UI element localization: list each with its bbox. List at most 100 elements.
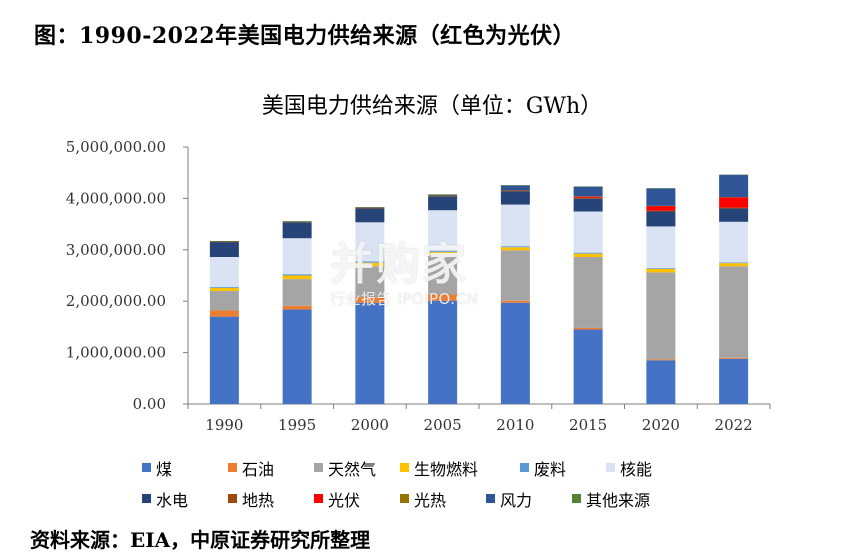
y-tick-label: 3,000,000.00 (66, 241, 166, 259)
legend-swatch (228, 463, 237, 472)
bar-segment-水电 (501, 191, 530, 204)
bar-segment-生物燃料 (646, 269, 675, 273)
legend-item: 煤 (142, 456, 228, 480)
legend-label: 石油 (242, 456, 274, 480)
legend-item: 光热 (400, 487, 486, 511)
bar-segment-光伏 (719, 197, 748, 207)
legend-label: 地热 (242, 487, 274, 511)
bar-segment-废料 (574, 253, 603, 254)
bar-segment-石油 (355, 297, 384, 303)
legend-label: 天然气 (328, 456, 376, 480)
bar-segment-石油 (283, 306, 312, 310)
bar-segment-核能 (210, 257, 239, 287)
legend-label: 风力 (500, 487, 532, 511)
bar-segment-石油 (501, 301, 530, 303)
bar-segment-煤 (501, 303, 530, 404)
bar-segment-天然气 (283, 279, 312, 306)
legend-label: 光热 (414, 487, 446, 511)
legend-swatch (314, 463, 323, 472)
bar-segment-水电 (283, 222, 312, 238)
legend-swatch (228, 494, 237, 503)
bar-segment-核能 (355, 222, 384, 261)
legend-item: 其他来源 (572, 487, 692, 511)
bar-segment-天然气 (210, 291, 239, 311)
legend-item: 光伏 (314, 487, 400, 511)
x-tick-label: 1995 (278, 416, 316, 434)
bar-segment-生物燃料 (428, 252, 457, 255)
bar-segment-石油 (646, 359, 675, 360)
bar-segment-水电 (646, 212, 675, 227)
legend-swatch (572, 494, 581, 503)
bar-segment-煤 (283, 309, 312, 404)
bar-segment-天然气 (646, 272, 675, 359)
bar-segment-煤 (646, 360, 675, 404)
bar-segment-天然气 (428, 255, 457, 295)
legend-swatch (486, 494, 495, 503)
bar-segment-煤 (719, 359, 748, 404)
bar-segment-废料 (283, 274, 312, 275)
legend-item: 天然气 (314, 456, 400, 480)
source-footer: 资料来源：EIA，中原证券研究所整理 (30, 524, 370, 553)
bar-segment-煤 (428, 301, 457, 404)
legend-swatch (142, 463, 151, 472)
y-tick-label: 2,000,000.00 (66, 292, 166, 310)
legend-swatch (520, 463, 529, 472)
legend-item: 废料 (520, 456, 606, 480)
y-tick-label: 1,000,000.00 (66, 344, 166, 362)
x-tick-label: 2020 (642, 416, 680, 434)
legend-label: 水电 (156, 487, 188, 511)
legend-item: 石油 (228, 456, 314, 480)
bar-segment-天然气 (501, 250, 530, 300)
legend-swatch (400, 494, 409, 503)
bar-segment-核能 (574, 212, 603, 253)
chart-legend: 煤 石油 天然气生物燃料废料 核能 水电 地热 光伏光热 风力 其他来源 (142, 452, 762, 514)
bar-segment-废料 (355, 261, 384, 262)
x-tick-label: 2022 (715, 416, 753, 434)
bar-segment-地热 (574, 198, 603, 199)
legend-item: 水电 (142, 487, 228, 511)
bar-segment-废料 (501, 246, 530, 247)
bar-segment-生物燃料 (210, 288, 239, 291)
legend-label: 煤 (156, 456, 172, 480)
legend-label: 废料 (534, 456, 566, 480)
bar-segment-煤 (355, 303, 384, 404)
bar-segment-核能 (719, 222, 748, 263)
bar-segment-水电 (574, 199, 603, 212)
bar-segment-风力 (501, 185, 530, 190)
bar-segment-天然气 (355, 266, 384, 297)
x-tick-label: 1990 (205, 416, 243, 434)
bar-segment-天然气 (574, 257, 603, 328)
bar-segment-核能 (501, 205, 530, 247)
bar-segment-水电 (719, 208, 748, 221)
bar-segment-石油 (574, 328, 603, 330)
bar-segment-生物燃料 (719, 263, 748, 266)
bar-segment-生物燃料 (355, 263, 384, 267)
bar-segment-风力 (646, 188, 675, 205)
bar-segment-生物燃料 (501, 247, 530, 250)
legend-swatch (314, 494, 323, 503)
bar-segment-废料 (719, 262, 748, 263)
bar-segment-废料 (210, 287, 239, 288)
bar-segment-风力 (574, 187, 603, 197)
bar-segment-水电 (210, 242, 239, 257)
legend-row: 煤 石油 天然气生物燃料废料 核能 (142, 452, 762, 483)
bar-segment-石油 (719, 358, 748, 359)
legend-item: 地热 (228, 487, 314, 511)
legend-item: 风力 (486, 487, 572, 511)
legend-item: 生物燃料 (400, 456, 520, 480)
bar-segment-核能 (646, 226, 675, 268)
bar-segment-水电 (355, 208, 384, 222)
legend-label: 其他来源 (586, 487, 650, 511)
bar-segment-生物燃料 (574, 254, 603, 257)
legend-swatch (400, 463, 409, 472)
y-tick-label: 0.00 (133, 395, 166, 413)
bar-segment-核能 (283, 238, 312, 274)
bar-segment-风力 (719, 175, 748, 197)
bar-segment-天然气 (719, 266, 748, 357)
bar-segment-废料 (428, 251, 457, 252)
bar-segment-地热 (719, 208, 748, 209)
legend-row: 水电 地热 光伏光热 风力 其他来源 (142, 483, 762, 514)
bar-segment-核能 (428, 210, 457, 251)
legend-label: 核能 (620, 456, 652, 480)
x-tick-label: 2000 (351, 416, 389, 434)
